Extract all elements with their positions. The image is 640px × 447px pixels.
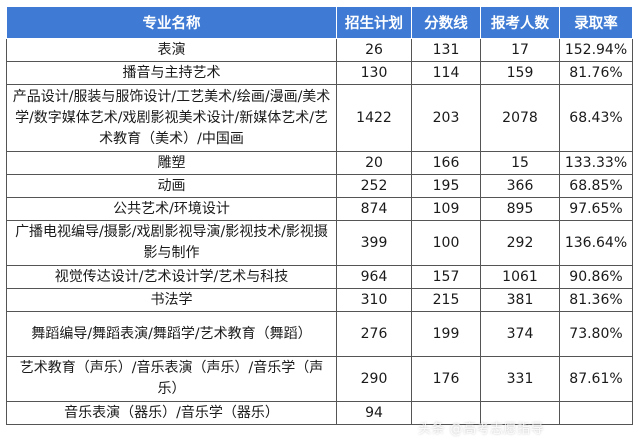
rate-cell: 152.94% [559,38,633,62]
applicants-cell: 331 [480,356,560,402]
plan-cell: 1422 [336,84,412,152]
score-cell: 176 [411,356,481,402]
major-cell: 书法学 [6,288,337,312]
header-row: 专业名称 招生计划 分数线 报考人数 录取率 [6,6,633,39]
major-cell: 音乐表演（器乐）/音乐学（器乐） [6,401,337,425]
applicants-cell: 381 [480,288,560,312]
rate-cell: 81.36% [559,288,633,312]
major-cell: 公共艺术/环境设计 [6,197,337,221]
plan-cell: 252 [336,174,412,198]
header-major: 专业名称 [6,6,337,39]
major-cell: 动画 [6,174,337,198]
table-row: 视觉传达设计/艺术设计学/艺术与科技 964 157 1061 90.86% [6,265,633,289]
plan-cell: 964 [336,265,412,289]
plan-cell: 399 [336,220,412,266]
score-cell: 195 [411,174,481,198]
header-applicants: 报考人数 [480,6,560,39]
plan-cell: 130 [336,61,412,85]
table-row: 舞蹈编导/舞蹈表演/舞蹈学/艺术教育（舞蹈） 276 199 374 73.80… [6,311,633,357]
rate-cell: 73.80% [559,311,633,357]
applicants-cell: 2078 [480,84,560,152]
major-cell: 雕塑 [6,151,337,175]
header-score: 分数线 [411,6,481,39]
table-row: 书法学 310 215 381 81.36% [6,288,633,312]
rate-cell: 90.86% [559,265,633,289]
table-row: 艺术教育（声乐）/音乐表演（声乐）/音乐学（声乐） 290 176 331 87… [6,356,633,402]
table-row: 动画 252 195 366 68.85% [6,174,633,198]
rate-cell: 81.76% [559,61,633,85]
score-cell: 100 [411,220,481,266]
applicants-cell: 895 [480,197,560,221]
applicants-cell: 15 [480,151,560,175]
applicants-cell: 366 [480,174,560,198]
admissions-table-container: 专业名称 招生计划 分数线 报考人数 录取率 表演 26 131 17 152.… [6,6,633,441]
score-cell: 157 [411,265,481,289]
score-cell: 166 [411,151,481,175]
major-cell: 产品设计/服装与服饰设计/工艺美术/绘画/漫画/美术学/数字媒体艺术/戏剧影视美… [6,84,337,152]
table-row: 雕塑 20 166 15 133.33% [6,151,633,175]
rate-cell: 133.33% [559,151,633,175]
major-cell: 视觉传达设计/艺术设计学/艺术与科技 [6,265,337,289]
applicants-cell [480,401,560,425]
table-row: 表演 26 131 17 152.94% [6,38,633,62]
score-cell: 215 [411,288,481,312]
table-row: 产品设计/服装与服饰设计/工艺美术/绘画/漫画/美术学/数字媒体艺术/戏剧影视美… [6,84,633,152]
score-cell: 114 [411,61,481,85]
applicants-cell: 17 [480,38,560,62]
rate-cell: 97.65% [559,197,633,221]
score-cell: 199 [411,311,481,357]
watermark-text: 头条 @高考志愿指导 [418,422,545,437]
plan-cell: 20 [336,151,412,175]
score-cell: 109 [411,197,481,221]
table-row: 播音与主持艺术 130 114 159 81.76% [6,61,633,85]
major-cell: 表演 [6,38,337,62]
applicants-cell: 374 [480,311,560,357]
rate-cell: 68.43% [559,84,633,152]
plan-cell: 874 [336,197,412,221]
score-cell: 131 [411,38,481,62]
applicants-cell: 1061 [480,265,560,289]
major-cell: 舞蹈编导/舞蹈表演/舞蹈学/艺术教育（舞蹈） [6,311,337,357]
admissions-table: 专业名称 招生计划 分数线 报考人数 录取率 表演 26 131 17 152.… [6,6,633,425]
rate-cell: 68.85% [559,174,633,198]
rate-cell: 136.64% [559,220,633,266]
rate-cell: 87.61% [559,356,633,402]
plan-cell: 310 [336,288,412,312]
major-cell: 广播电视编导/摄影/戏剧影视导演/影视技术/影视摄影与制作 [6,220,337,266]
header-plan: 招生计划 [336,6,412,39]
plan-cell: 94 [336,401,412,425]
rate-cell [559,401,633,425]
score-cell: 203 [411,84,481,152]
major-cell: 播音与主持艺术 [6,61,337,85]
table-row: 广播电视编导/摄影/戏剧影视导演/影视技术/影视摄影与制作 399 100 29… [6,220,633,266]
plan-cell: 290 [336,356,412,402]
plan-cell: 276 [336,311,412,357]
table-row: 音乐表演（器乐）/音乐学（器乐） 94 [6,401,633,425]
plan-cell: 26 [336,38,412,62]
header-rate: 录取率 [559,6,633,39]
applicants-cell: 292 [480,220,560,266]
major-cell: 艺术教育（声乐）/音乐表演（声乐）/音乐学（声乐） [6,356,337,402]
applicants-cell: 159 [480,61,560,85]
table-row: 公共艺术/环境设计 874 109 895 97.65% [6,197,633,221]
